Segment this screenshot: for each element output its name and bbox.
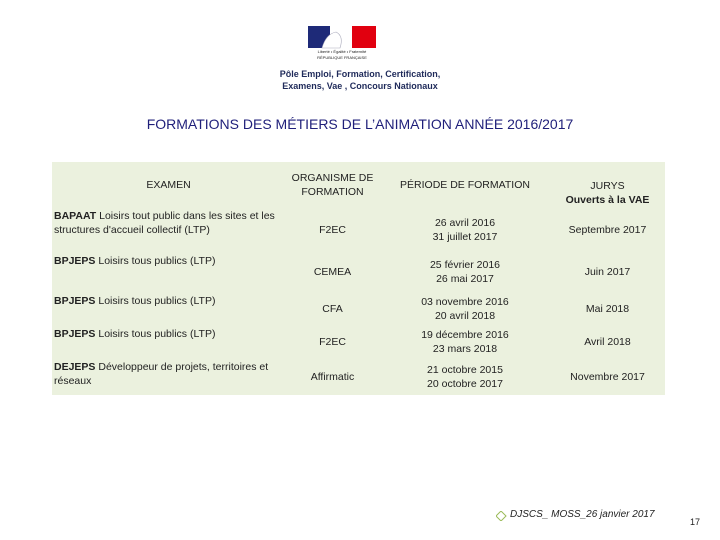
jury: Novembre 2017 <box>570 370 645 383</box>
column-header: Ouverts à la VAE <box>565 194 650 206</box>
table-cell: BPJEPS Loisirs tous publics (LTP) <box>54 252 283 292</box>
exam-label: Loisirs tous publics (LTP) <box>95 255 216 267</box>
jury: Mai 2018 <box>585 302 630 315</box>
table-cell: PÉRIODE DE FORMATION <box>386 162 544 207</box>
table-cell: Affirmatic <box>291 358 374 395</box>
logo-motto: Liberté • Égalité • Fraternité <box>318 49 368 54</box>
table-cell: 26 avril 2016 31 juillet 2017 <box>386 207 544 252</box>
table-cell: CFA <box>291 292 374 325</box>
table-cell: JURYS Ouverts à la VAE <box>556 162 659 207</box>
table-cell: Avril 2018 <box>556 325 659 358</box>
table-cell: Juin 2017 <box>556 252 659 292</box>
table-cell: 19 décembre 2016 23 mars 2018 <box>386 325 544 358</box>
table-cell: 03 novembre 2016 20 avril 2018 <box>386 292 544 325</box>
exam-label: Loisirs tout public dans les sites et le… <box>54 210 275 236</box>
organization: Pôle Emploi, Formation, Certification, E… <box>200 68 520 92</box>
period-date: 20 avril 2018 <box>434 309 496 322</box>
column-header: PÉRIODE DE FORMATION <box>400 178 530 191</box>
table-cell: Septembre 2017 <box>556 207 659 252</box>
period-date: 19 décembre 2016 <box>421 328 509 341</box>
organism: Affirmatic <box>310 370 355 383</box>
table-cell: CEMEA <box>291 252 374 292</box>
period-date: 03 novembre 2016 <box>421 295 509 308</box>
jury: Septembre 2017 <box>568 223 647 236</box>
table-cell: ORGANISME DE FORMATION <box>291 162 374 207</box>
jury: Juin 2017 <box>584 266 631 278</box>
footer-mark <box>496 511 507 521</box>
table-cell: F2EC <box>291 325 374 358</box>
table-cell: EXAMEN <box>54 162 283 207</box>
period-date: 26 avril 2016 <box>434 216 496 229</box>
table-cell: DEJEPS Développeur de projets, territoir… <box>54 358 283 395</box>
title: FORMATIONS DES MÉTIERS DE L’ANIMATION AN… <box>146 116 574 132</box>
exam-text: BPJEPS Loisirs tous publics (LTP) <box>54 294 215 308</box>
organism: F2EC <box>319 223 346 236</box>
table: EXAMEN ORGANISME DE FORMATION PÉRIODE DE FO… <box>52 162 665 395</box>
logo-republic: RÉPUBLIQUE FRANÇAISE <box>317 55 367 60</box>
exam-label: Loisirs tous publics (LTP) <box>95 295 216 307</box>
diploma: BPJEPS <box>54 255 96 267</box>
table-cell: BPJEPS Loisirs tous publics (LTP) <box>54 325 283 358</box>
page-number: 17 <box>690 517 701 527</box>
exam-text: BAPAAT Loisirs tout public dans les site… <box>54 209 283 237</box>
table-cell: 25 février 2016 26 mai 2017 <box>386 252 544 292</box>
column-header: FORMATION <box>301 185 364 198</box>
table-cell: BPJEPS Loisirs tous publics (LTP) <box>54 292 283 325</box>
diploma: BAPAAT <box>54 210 97 222</box>
organism: CFA <box>322 302 343 315</box>
footer-ref: DJSCS_ MOSS_26 janvier 2017 <box>510 509 655 520</box>
table-cell: BAPAAT Loisirs tout public dans les site… <box>54 207 283 252</box>
table-cell: Novembre 2017 <box>556 358 659 395</box>
period-date: 26 mai 2017 <box>436 273 494 285</box>
table-cell: Mai 2018 <box>556 292 659 325</box>
exam-text: BPJEPS Loisirs tous publics (LTP) <box>54 254 215 268</box>
column-header: JURYS <box>590 180 625 192</box>
logo: Liberté • Égalité • Fraternité RÉPUBLIQU… <box>308 26 376 60</box>
org-line: Pôle Emploi, Formation, Certification, <box>279 69 441 79</box>
table-cell: F2EC <box>291 207 374 252</box>
diploma: DEJEPS <box>54 361 96 373</box>
exam-text: BPJEPS Loisirs tous publics (LTP) <box>54 327 215 341</box>
table-cell: 21 octobre 2015 20 octobre 2017 <box>386 358 544 395</box>
organism: F2EC <box>319 335 346 348</box>
column-header: EXAMEN <box>146 178 191 191</box>
diploma: BPJEPS <box>54 328 96 340</box>
column-header: ORGANISME DE <box>291 171 374 184</box>
exam-text: DEJEPS Développeur de projets, territoir… <box>54 360 283 388</box>
jury: Avril 2018 <box>584 335 631 348</box>
period-date: 25 février 2016 <box>429 259 501 271</box>
org-line: Examens, Vae , Concours Nationaux <box>282 81 438 91</box>
period-date: 21 octobre 2015 <box>427 363 503 376</box>
exam-label: Loisirs tous publics (LTP) <box>95 328 216 340</box>
exam-label: Développeur de projets, territoires et r… <box>54 361 269 387</box>
diploma: BPJEPS <box>54 295 96 307</box>
period-date: 20 octobre 2017 <box>427 377 503 390</box>
period-date: 23 mars 2018 <box>432 342 498 355</box>
period-date: 31 juillet 2017 <box>432 230 498 243</box>
organism: CEMEA <box>313 266 352 278</box>
